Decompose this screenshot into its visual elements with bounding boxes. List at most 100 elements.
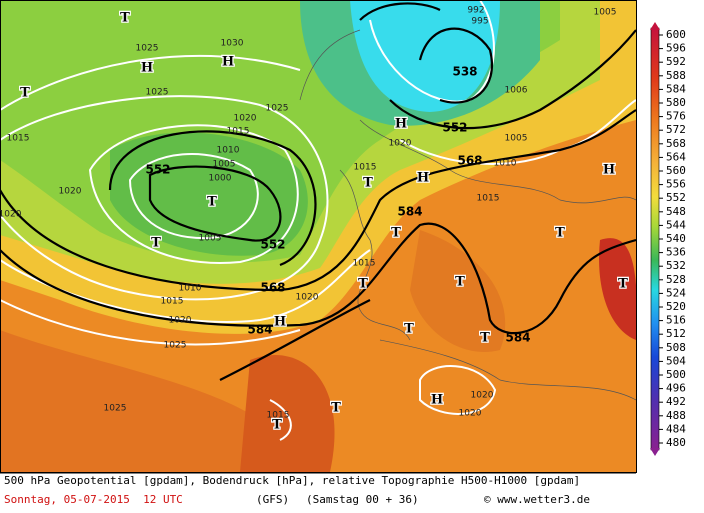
- legend-label: 592: [666, 55, 686, 68]
- legend-label: 520: [666, 300, 686, 313]
- legend-label: 596: [666, 42, 686, 55]
- pressure-center: T: [555, 226, 565, 241]
- isobar-label: 1005: [505, 134, 528, 144]
- contour-label: 538: [452, 65, 477, 79]
- legend-label: 492: [666, 395, 686, 408]
- isobar-label: 1020: [471, 391, 494, 401]
- legend-label: 484: [666, 422, 686, 435]
- legend-label: 524: [666, 286, 686, 299]
- pressure-center: T: [480, 331, 490, 346]
- legend-label: 480: [666, 436, 686, 449]
- isobar-label: 1015: [354, 163, 377, 173]
- isobar-label: 1020: [234, 114, 257, 124]
- legend-label: 580: [666, 96, 686, 109]
- footer-credit: © www.wetter3.de: [484, 493, 590, 506]
- contour-label: 568: [260, 281, 285, 295]
- pressure-center: T: [151, 236, 161, 251]
- isobar-label: 1015: [353, 259, 376, 269]
- pressure-center: T: [331, 401, 341, 416]
- isobar-label: 1015: [161, 297, 184, 307]
- pressure-center: T: [455, 275, 465, 290]
- legend-label: 560: [666, 164, 686, 177]
- pressure-center: H: [395, 117, 407, 132]
- legend-label: 532: [666, 259, 686, 272]
- map-area: [0, 0, 636, 472]
- isobar-label: 1020: [59, 187, 82, 197]
- contour-label: 584: [247, 323, 272, 337]
- isobar-label: 1006: [505, 86, 528, 96]
- isobar-label: 1010: [217, 146, 240, 156]
- color-bar-top: [650, 22, 660, 30]
- pressure-center: T: [20, 86, 30, 101]
- legend-label: 588: [666, 69, 686, 82]
- isobar-label: 1020: [459, 409, 482, 419]
- color-bar-bottom: [650, 448, 660, 456]
- pressure-center: H: [274, 315, 286, 330]
- isobar-label: 1020: [389, 139, 412, 149]
- isobar-label: 1015: [477, 194, 500, 204]
- isobar-label: 992: [467, 6, 484, 16]
- legend-label: 568: [666, 137, 686, 150]
- pressure-center: H: [141, 61, 153, 76]
- isobar-label: 1000: [209, 174, 232, 184]
- legend-label: 536: [666, 246, 686, 259]
- height-contours: [0, 2, 636, 381]
- footer-model: (GFS): [256, 493, 289, 506]
- legend-label: 556: [666, 178, 686, 191]
- isobar-label: 1005: [199, 234, 222, 244]
- isobar-label: 1010: [494, 159, 517, 169]
- isobar-label: 1025: [104, 404, 127, 414]
- footer-date: Sonntag, 05-07-2015 12 UTC: [4, 493, 183, 506]
- contour-label: 584: [397, 205, 422, 219]
- pressure-center: H: [431, 393, 443, 408]
- pressure-center: H: [222, 55, 234, 70]
- legend-label: 516: [666, 314, 686, 327]
- isobar-label: 1025: [146, 88, 169, 98]
- pressure-center: T: [391, 226, 401, 241]
- footer-title: 500 hPa Geopotential [gpdam], Bodendruck…: [4, 474, 580, 487]
- contour-label: 552: [442, 121, 467, 135]
- legend-label: 512: [666, 327, 686, 340]
- isobar-label: 1005: [594, 8, 617, 18]
- isobar-label: 1015: [227, 127, 250, 137]
- contour-label: 552: [145, 163, 170, 177]
- legend-label: 600: [666, 28, 686, 41]
- pressure-center: T: [358, 277, 368, 292]
- legend-label: 528: [666, 273, 686, 286]
- legend-label: 508: [666, 341, 686, 354]
- pressure-center: T: [120, 11, 130, 26]
- pressure-center: T: [363, 176, 373, 191]
- isobar-label: 1025: [136, 44, 159, 54]
- isobar-label: 1005: [213, 160, 236, 170]
- isobar-label: 1015: [7, 134, 30, 144]
- pressure-center: T: [618, 277, 628, 292]
- isobar-label: 995: [471, 17, 488, 27]
- isobar-label: 1020: [0, 210, 22, 220]
- isobar-label: 1010: [179, 284, 202, 294]
- legend-label: 576: [666, 110, 686, 123]
- legend-label: 548: [666, 205, 686, 218]
- pressure-center: T: [404, 322, 414, 337]
- legend-label: 504: [666, 354, 686, 367]
- legend-label: 488: [666, 409, 686, 422]
- isobar-label: 1025: [266, 104, 289, 114]
- pressure-center: H: [603, 163, 615, 178]
- legend-label: 544: [666, 218, 686, 231]
- isobar-label: 1025: [164, 341, 187, 351]
- legend-label: 500: [666, 368, 686, 381]
- isobar-label: 1030: [221, 39, 244, 49]
- legend-label: 496: [666, 382, 686, 395]
- isobar-label: 1015: [267, 411, 290, 421]
- legend-label: 564: [666, 150, 686, 163]
- legend-label: 552: [666, 191, 686, 204]
- coastlines: [299, 29, 636, 401]
- contour-label: 552: [260, 238, 285, 252]
- isobar-label: 1020: [296, 293, 319, 303]
- pressure-center: T: [272, 418, 282, 433]
- pressure-center: H: [417, 171, 429, 186]
- footer-run: (Samstag 00 + 36): [306, 493, 419, 506]
- contour-label: 584: [505, 331, 530, 345]
- contour-label: 568: [457, 154, 482, 168]
- pressure-center: T: [207, 195, 217, 210]
